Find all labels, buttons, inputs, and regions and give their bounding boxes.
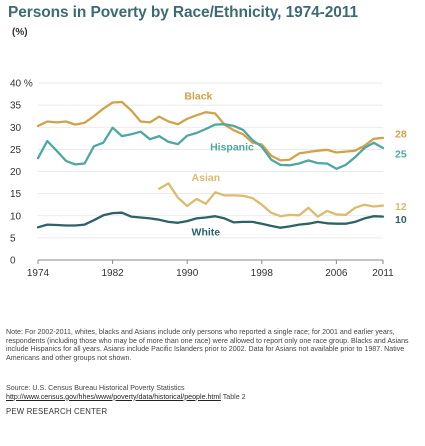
y-tick-label-35: 35 bbox=[10, 101, 22, 112]
source-suffix: Table 2 bbox=[221, 393, 246, 401]
end-label-asian: 12 bbox=[395, 201, 407, 213]
chart-note: Note: For 2002-2011, whites, blacks and … bbox=[6, 328, 420, 362]
series-name-label-black: Black bbox=[184, 90, 212, 102]
x-tick-label-2006: 2006 bbox=[325, 268, 348, 279]
chart-source: Source: U.S. Census Bureau Historical Po… bbox=[6, 384, 420, 401]
series-name-label-white: White bbox=[192, 227, 221, 239]
y-tick-label-10: 10 bbox=[10, 211, 22, 222]
y-tick-label-40: 40 % bbox=[10, 79, 33, 90]
y-tick-label-15: 15 bbox=[10, 189, 22, 200]
y-tick-label-25: 25 bbox=[10, 145, 22, 156]
x-tick-label-1990: 1990 bbox=[176, 268, 199, 279]
y-tick-label-30: 30 bbox=[10, 123, 22, 134]
end-label-black: 28 bbox=[395, 128, 407, 140]
series-name-label-hispanic: Hispanic bbox=[210, 142, 254, 154]
source-link[interactable]: http://www.census.gov/hhes/www/poverty/d… bbox=[6, 393, 221, 401]
pew-research-center: PEW RESEARCH CENTER bbox=[6, 407, 107, 416]
x-tick-label-1982: 1982 bbox=[101, 268, 124, 279]
series-line-asian bbox=[159, 183, 383, 216]
series-lines bbox=[38, 102, 383, 228]
y-tick-label-0: 0 bbox=[10, 256, 16, 267]
x-tick-label-1974: 1974 bbox=[27, 268, 50, 279]
end-label-hispanic: 25 bbox=[395, 149, 407, 161]
x-tick-label-1998: 1998 bbox=[251, 268, 274, 279]
series-line-white bbox=[38, 213, 383, 228]
y-tick-label-5: 5 bbox=[10, 233, 16, 244]
series-name-label-asian: Asian bbox=[192, 172, 221, 184]
end-label-white: 10 bbox=[395, 214, 407, 226]
grid-lines bbox=[38, 83, 383, 238]
y-tick-label-20: 20 bbox=[10, 167, 22, 178]
x-tick-label-2011: 2011 bbox=[372, 268, 394, 279]
source-prefix: Source: U.S. Census Bureau Historical Po… bbox=[6, 384, 185, 392]
